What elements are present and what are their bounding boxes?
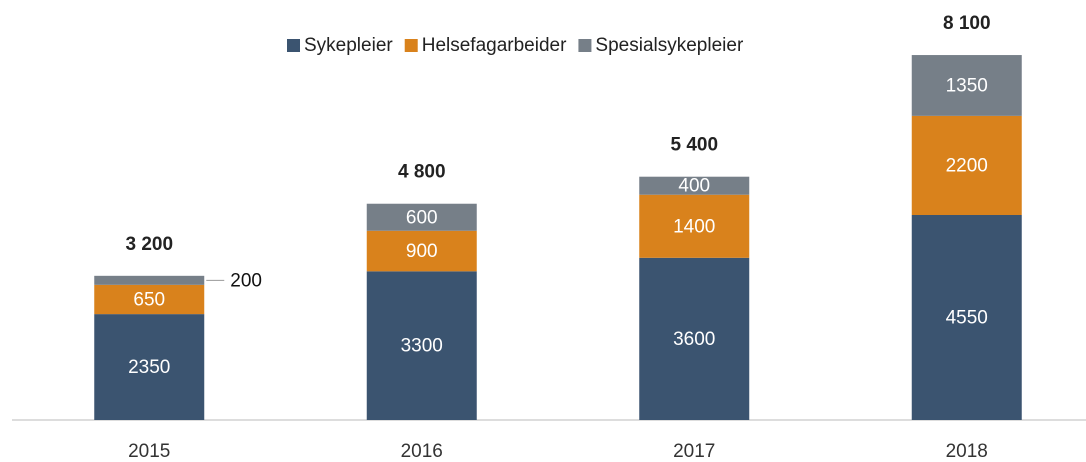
value-label: 1400 <box>673 216 715 237</box>
value-label: 3600 <box>673 329 715 350</box>
value-label: 400 <box>678 176 710 197</box>
bar-segment <box>94 275 205 285</box>
bar-segment <box>94 284 205 315</box>
value-label: 650 <box>133 289 165 310</box>
value-label: 200 <box>230 270 262 291</box>
value-label: 2200 <box>946 155 988 176</box>
value-label: 1350 <box>946 75 988 96</box>
legend-label: Sykepleier <box>304 35 393 56</box>
x-tick-label: 2017 <box>673 441 715 462</box>
bar-segment <box>366 230 477 272</box>
bar-segment <box>911 214 1022 420</box>
total-label: 4 800 <box>398 162 446 183</box>
bar-segment <box>639 176 750 195</box>
legend-label: Helsefagarbeider <box>422 35 567 56</box>
value-label: 2350 <box>128 357 170 378</box>
legend-swatch <box>287 39 300 52</box>
value-label: 4550 <box>946 308 988 329</box>
bar-segment <box>94 314 205 420</box>
legend-swatch <box>404 39 418 52</box>
value-label: 600 <box>406 207 438 228</box>
bar-segment <box>366 271 477 420</box>
x-tick-label: 2016 <box>401 441 443 462</box>
legend-swatch <box>578 39 592 52</box>
bar-segment <box>911 55 1022 116</box>
value-label: 3300 <box>401 336 443 357</box>
total-label: 5 400 <box>670 135 718 156</box>
value-label: 900 <box>406 241 438 262</box>
bar-segment <box>366 203 477 231</box>
bar-segment <box>911 115 1022 215</box>
bar-segment <box>639 194 750 258</box>
bar-segment <box>639 257 750 420</box>
legend-label: Spesialsykepleier <box>595 35 744 56</box>
total-label: 8 100 <box>943 13 991 34</box>
x-tick-label: 2015 <box>128 441 170 462</box>
total-label: 3 200 <box>125 234 173 255</box>
x-tick-label: 2018 <box>946 441 988 462</box>
